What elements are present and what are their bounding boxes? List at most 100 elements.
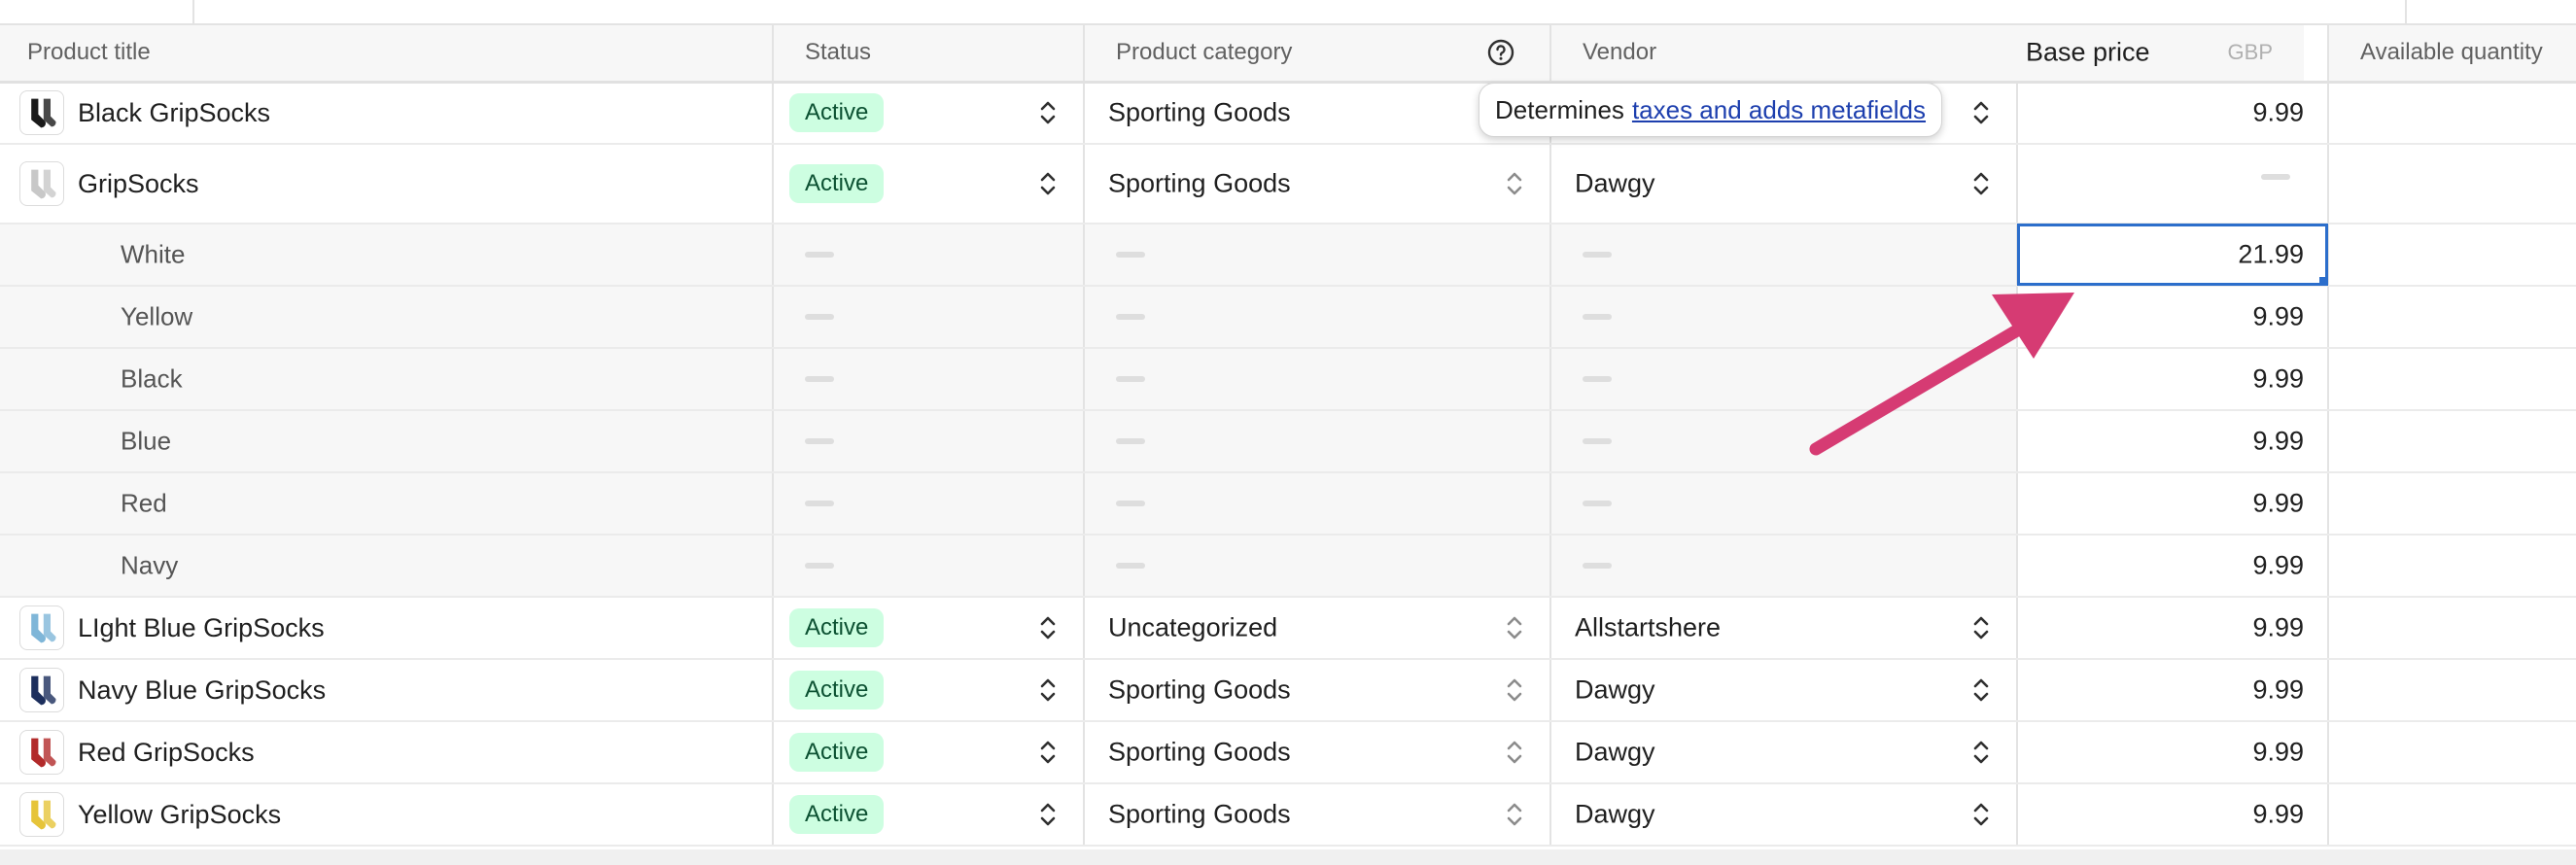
category-cell[interactable]: Sporting Goods bbox=[1084, 721, 1551, 784]
status-cell[interactable]: Active bbox=[773, 82, 1085, 145]
category-value: Sporting Goods bbox=[1108, 97, 1291, 127]
available-quantity-cell[interactable] bbox=[2328, 597, 2576, 660]
category-select-icon bbox=[1505, 738, 1524, 767]
status-badge: Active bbox=[789, 608, 885, 647]
empty-dash bbox=[1116, 563, 1145, 569]
column-header-status[interactable]: Status bbox=[773, 25, 1085, 84]
status-cell[interactable]: Active bbox=[773, 659, 1085, 722]
status-cell[interactable]: Active bbox=[773, 721, 1085, 784]
base-price-cell[interactable]: 9.99 bbox=[2017, 659, 2329, 722]
variant-title-cell[interactable]: Yellow bbox=[0, 286, 774, 349]
base-price-value: 9.99 bbox=[2252, 301, 2304, 331]
product-row: GripSocks Active Sporting Goods Dawgy bbox=[0, 144, 2576, 225]
base-price-cell[interactable] bbox=[2017, 144, 2329, 225]
vendor-value: Dawgy bbox=[1575, 675, 1655, 705]
empty-dash bbox=[805, 563, 834, 569]
vendor-select-icon bbox=[1971, 675, 1991, 705]
empty-dash bbox=[1583, 314, 1612, 320]
currency-label: GBP bbox=[2227, 40, 2273, 65]
available-quantity-cell[interactable] bbox=[2328, 144, 2576, 225]
tooltip-link[interactable]: taxes and adds metafields bbox=[1631, 94, 1927, 124]
available-quantity-cell[interactable] bbox=[2328, 82, 2576, 145]
status-cell bbox=[773, 410, 1085, 473]
vendor-cell[interactable]: Allstartshere bbox=[1550, 597, 2018, 660]
product-title-cell[interactable]: Navy Blue GripSocks bbox=[0, 659, 774, 722]
product-title-cell[interactable]: Black GripSocks bbox=[0, 82, 774, 145]
base-price-cell[interactable]: 9.99 bbox=[2017, 597, 2329, 660]
base-price-value: 21.99 bbox=[2238, 239, 2304, 269]
variant-title-cell[interactable]: Black bbox=[0, 348, 774, 411]
vendor-cell[interactable]: Dawgy bbox=[1550, 144, 2018, 225]
column-header-available-quantity[interactable]: Available quantity bbox=[2328, 25, 2576, 84]
available-quantity-cell[interactable] bbox=[2328, 472, 2576, 536]
status-cell bbox=[773, 535, 1085, 598]
variant-row: Black 9.99 bbox=[0, 348, 2576, 411]
base-price-cell[interactable]: 9.99 bbox=[2017, 535, 2329, 598]
bulk-editor-grid: Product title Status Product category Ve… bbox=[0, 25, 2576, 847]
category-cell[interactable]: Sporting Goods bbox=[1084, 82, 1551, 145]
available-quantity-cell[interactable] bbox=[2328, 783, 2576, 847]
category-cell bbox=[1084, 286, 1551, 349]
status-cell[interactable]: Active bbox=[773, 144, 1085, 225]
variant-name: White bbox=[121, 239, 186, 269]
base-price-cell[interactable]: 9.99 bbox=[2017, 348, 2329, 411]
base-price-cell[interactable]: 21.99 bbox=[2017, 224, 2329, 287]
header-row: Product title Status Product category Ve… bbox=[0, 25, 2576, 84]
category-cell[interactable]: Uncategorized bbox=[1084, 597, 1551, 660]
product-title: Navy Blue GripSocks bbox=[78, 675, 327, 705]
vendor-cell[interactable]: Dawgy bbox=[1550, 783, 2018, 847]
product-title-cell[interactable]: Yellow GripSocks bbox=[0, 783, 774, 847]
column-header-vendor[interactable]: Vendor bbox=[1550, 25, 2018, 84]
base-price-cell[interactable]: 9.99 bbox=[2017, 783, 2329, 847]
status-cell[interactable]: Active bbox=[773, 597, 1085, 660]
product-title-cell[interactable]: LIght Blue GripSocks bbox=[0, 597, 774, 660]
base-price-cell[interactable]: 9.99 bbox=[2017, 286, 2329, 349]
base-price-cell[interactable]: 9.99 bbox=[2017, 721, 2329, 784]
available-quantity-cell[interactable] bbox=[2328, 659, 2576, 722]
vendor-value: Allstartshere bbox=[1575, 612, 1722, 642]
column-header-product-category[interactable]: Product category bbox=[1084, 25, 1551, 84]
product-row: Navy Blue GripSocks Active Sporting Goods D… bbox=[0, 659, 2576, 722]
available-quantity-cell[interactable] bbox=[2328, 348, 2576, 411]
variant-name: Navy bbox=[121, 550, 179, 580]
available-quantity-cell[interactable] bbox=[2328, 286, 2576, 349]
status-cell[interactable]: Active bbox=[773, 783, 1085, 847]
category-cell[interactable]: Sporting Goods bbox=[1084, 144, 1551, 225]
product-title-cell[interactable]: Red GripSocks bbox=[0, 721, 774, 784]
status-badge: Active bbox=[789, 733, 885, 772]
category-cell[interactable]: Sporting Goods bbox=[1084, 659, 1551, 722]
empty-dash bbox=[1116, 376, 1145, 382]
base-price-value: 9.99 bbox=[2252, 737, 2304, 767]
product-title-cell[interactable]: GripSocks bbox=[0, 144, 774, 225]
available-quantity-cell[interactable] bbox=[2328, 224, 2576, 287]
vendor-value: Dawgy bbox=[1575, 737, 1655, 767]
product-row: Yellow GripSocks Active Sporting Goods Dawg… bbox=[0, 783, 2576, 847]
vendor-cell[interactable]: Dawgy bbox=[1550, 721, 2018, 784]
fill-handle[interactable] bbox=[2319, 277, 2326, 284]
base-price-value: 9.99 bbox=[2252, 675, 2304, 705]
available-quantity-cell[interactable] bbox=[2328, 535, 2576, 598]
empty-dash bbox=[805, 438, 834, 444]
variant-title-cell[interactable]: Red bbox=[0, 472, 774, 536]
vendor-cell[interactable]: Dawgy bbox=[1550, 659, 2018, 722]
base-price-cell[interactable]: 9.99 bbox=[2017, 472, 2329, 536]
category-cell[interactable]: Sporting Goods bbox=[1084, 783, 1551, 847]
horizontal-scrollbar[interactable] bbox=[0, 849, 2576, 865]
base-price-cell[interactable]: 9.99 bbox=[2017, 410, 2329, 473]
empty-dash bbox=[805, 501, 834, 506]
header-label: Base price bbox=[2026, 37, 2150, 67]
status-select-icon bbox=[1038, 169, 1058, 198]
base-price-cell[interactable]: 9.99 bbox=[2017, 82, 2329, 145]
help-circle-icon[interactable] bbox=[1487, 39, 1514, 66]
column-header-base-price[interactable]: Base price GBP bbox=[1994, 25, 2306, 84]
variant-title-cell[interactable]: White bbox=[0, 224, 774, 287]
empty-dash bbox=[1116, 501, 1145, 506]
variant-title-cell[interactable]: Navy bbox=[0, 535, 774, 598]
category-cell bbox=[1084, 472, 1551, 536]
variant-title-cell[interactable]: Blue bbox=[0, 410, 774, 473]
base-price-value: 9.99 bbox=[2252, 97, 2304, 127]
status-select-icon bbox=[1038, 675, 1058, 705]
available-quantity-cell[interactable] bbox=[2328, 721, 2576, 784]
column-header-product-title[interactable]: Product title bbox=[0, 25, 774, 84]
available-quantity-cell[interactable] bbox=[2328, 410, 2576, 473]
